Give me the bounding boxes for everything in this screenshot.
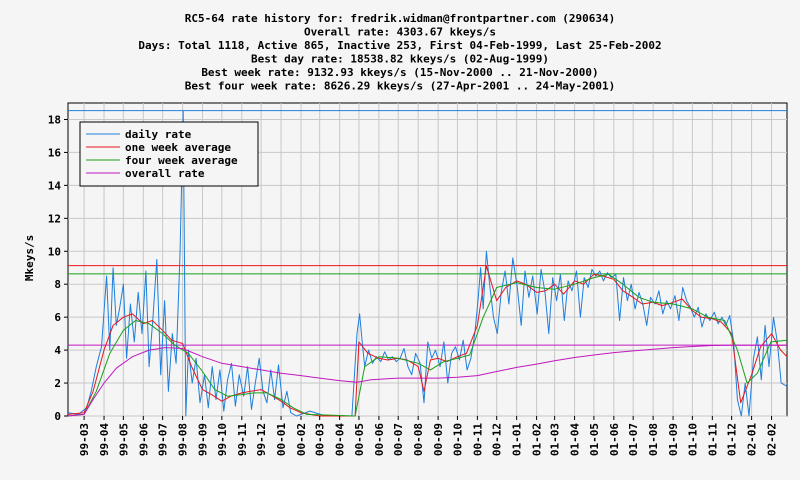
x-tick-label: 99-12: [255, 423, 268, 456]
x-axis-ticks: 99-03 99-04 99-05 99-06 99-07 99-08 99-09 99-10…: [78, 416, 779, 456]
x-tick-label: 00-06: [373, 423, 386, 456]
chart-title-block: RC5-64 rate history for: fredrik.widman@…: [138, 12, 661, 93]
x-tick-label: 01-08: [647, 423, 660, 456]
x-tick-label: 99-09: [197, 423, 210, 456]
legend-label: one week average: [125, 141, 231, 154]
y-tick-label: 16: [48, 146, 62, 159]
x-tick-label: 01-03: [549, 423, 562, 456]
legend-label: overall rate: [125, 167, 205, 180]
legend-label: four week average: [125, 154, 238, 167]
x-tick-label: 00-01: [275, 423, 288, 456]
x-tick-label: 99-03: [78, 423, 91, 456]
x-tick-label: 99-08: [177, 423, 190, 456]
x-tick-label: 00-12: [491, 423, 504, 456]
x-tick-label: 01-01: [511, 423, 524, 456]
x-tick-label: 99-10: [216, 423, 229, 456]
x-tick-label: 00-04: [334, 423, 347, 456]
x-tick-label: 01-09: [667, 423, 680, 456]
y-tick-label: 12: [48, 212, 61, 225]
y-tick-label: 0: [54, 410, 61, 423]
x-tick-label: 00-07: [392, 423, 405, 456]
x-tick-label: 01-11: [706, 423, 719, 456]
x-tick-label: 00-05: [353, 423, 366, 456]
chart-title-line: RC5-64 rate history for: fredrik.widman@…: [185, 12, 615, 25]
x-tick-label: 02-02: [766, 423, 779, 456]
x-tick-label: 00-02: [295, 423, 308, 456]
series-line: [67, 344, 788, 417]
legend-box: [79, 121, 259, 187]
x-tick-label: 99-05: [117, 423, 130, 456]
series-line: [67, 265, 788, 417]
x-tick-label: 01-02: [531, 423, 544, 456]
x-tick-label: 99-07: [157, 423, 170, 456]
series-line: [67, 273, 788, 417]
y-tick-label: 2: [54, 377, 61, 390]
chart-title-line: Best week rate: 9132.93 kkeys/s (15-Nov-…: [201, 66, 598, 79]
x-tick-label: 01-07: [627, 423, 640, 456]
y-tick-label: 14: [48, 179, 62, 192]
x-tick-label: 00-08: [412, 423, 425, 456]
x-tick-label: 01-06: [608, 423, 621, 456]
y-tick-label: 10: [48, 245, 61, 258]
chart-title-line: Overall rate: 4303.67 kkeys/s: [304, 26, 496, 39]
x-tick-label: 99-11: [236, 423, 249, 456]
x-tick-label: 00-03: [314, 423, 327, 456]
y-tick-label: 6: [54, 311, 61, 324]
y-axis-ticks: 0 2 4 6 8 10 12 14 16 18: [48, 113, 68, 423]
x-tick-label: 01-10: [686, 423, 699, 456]
chart-title-line: Best day rate: 18538.82 kkeys/s (02-Aug-…: [251, 53, 549, 66]
x-tick-label: 00-09: [432, 423, 445, 456]
x-tick-label: 01-04: [569, 423, 582, 456]
x-tick-label: 99-04: [98, 423, 111, 456]
legend-label: daily rate: [125, 128, 192, 141]
y-axis-label: Mkeys/s: [23, 235, 36, 281]
x-tick-label: 02-01: [746, 423, 759, 456]
y-tick-label: 18: [48, 113, 61, 126]
x-tick-label: 01-12: [726, 423, 739, 456]
series-lines: [67, 110, 788, 417]
y-tick-label: 4: [54, 344, 61, 357]
x-tick-label: 00-10: [451, 423, 464, 456]
x-tick-label: 01-05: [588, 423, 601, 456]
chart-title-line: Days: Total 1118, Active 865, Inactive 2…: [138, 39, 661, 52]
y-tick-label: 8: [54, 278, 61, 291]
x-tick-label: 99-06: [137, 423, 150, 456]
chart-title-line: Best four week rate: 8626.29 kkeys/s (27…: [185, 80, 615, 93]
x-tick-label: 00-11: [471, 423, 484, 456]
